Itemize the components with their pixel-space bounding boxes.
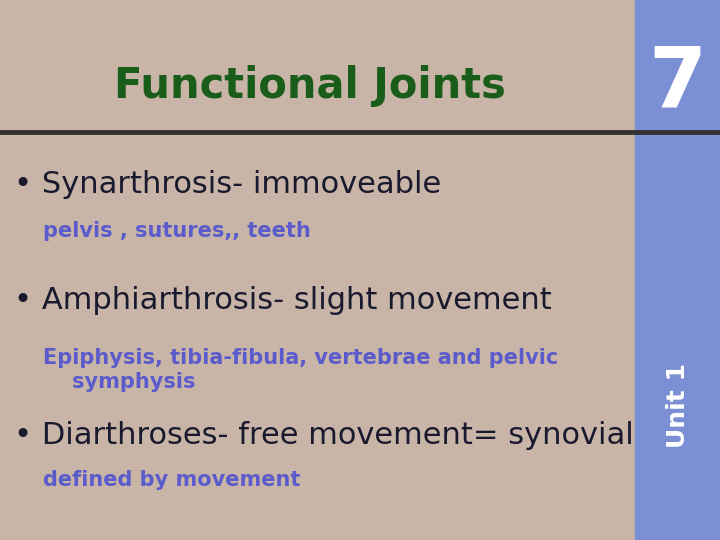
Text: • Synarthrosis- immoveable: • Synarthrosis- immoveable	[14, 170, 441, 199]
Text: Unit 1: Unit 1	[665, 362, 690, 448]
Text: Epiphysis, tibia-fibula, vertebrae and pelvic
    symphysis: Epiphysis, tibia-fibula, vertebrae and p…	[43, 348, 559, 392]
Text: pelvis , sutures,, teeth: pelvis , sutures,, teeth	[43, 221, 311, 241]
Text: Functional Joints: Functional Joints	[114, 65, 505, 107]
Text: • Amphiarthrosis- slight movement: • Amphiarthrosis- slight movement	[14, 286, 552, 315]
Text: 7: 7	[649, 43, 706, 124]
Bar	[635, 0, 720, 540]
Text: defined by movement: defined by movement	[43, 470, 300, 490]
Text: • Diarthroses- free movement= synovial: • Diarthroses- free movement= synovial	[14, 421, 634, 450]
